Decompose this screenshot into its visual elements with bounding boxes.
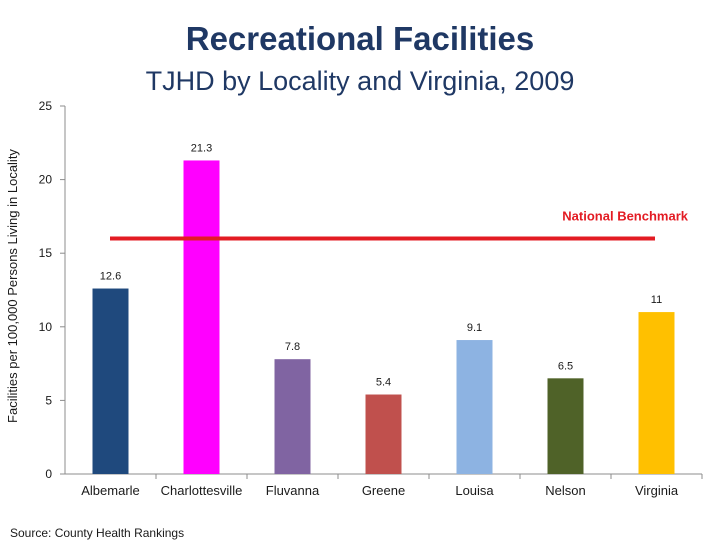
chart-subtitle: TJHD by Locality and Virginia, 2009 (145, 66, 575, 96)
x-tick-label: Albemarle (81, 483, 140, 498)
bar (547, 378, 584, 474)
y-axis-label: Facilities per 100,000 Persons Living in… (5, 149, 20, 423)
bar (638, 312, 675, 474)
bar (456, 340, 493, 474)
data-label: 21.3 (191, 142, 212, 154)
data-label: 11 (651, 294, 662, 306)
bar (92, 288, 129, 474)
x-tick-label: Greene (362, 483, 405, 498)
data-label: 7.8 (285, 341, 300, 353)
y-tick-label: 0 (45, 467, 52, 481)
benchmark-label: National Benchmark (562, 208, 688, 223)
bar (274, 359, 311, 474)
x-tick-label: Charlottesville (161, 483, 243, 498)
bar (183, 160, 220, 475)
x-tick-label: Louisa (455, 483, 494, 498)
x-tick-label: Nelson (545, 483, 585, 498)
y-tick-label: 20 (39, 173, 53, 187)
bar (365, 394, 402, 474)
data-label: 12.6 (100, 271, 121, 283)
y-tick-label: 5 (45, 393, 52, 407)
chart-title: Recreational Facilities (185, 20, 535, 57)
y-tick-label: 15 (39, 246, 53, 260)
data-label: 6.5 (558, 360, 573, 372)
y-tick-label: 10 (39, 320, 53, 334)
y-tick-label: 25 (39, 99, 53, 113)
data-label: 9.1 (467, 322, 482, 334)
data-label: 5.4 (376, 377, 391, 389)
source-note: Source: County Health Rankings (10, 526, 185, 540)
x-tick-label: Virginia (635, 483, 679, 498)
x-tick-label: Fluvanna (266, 483, 320, 498)
